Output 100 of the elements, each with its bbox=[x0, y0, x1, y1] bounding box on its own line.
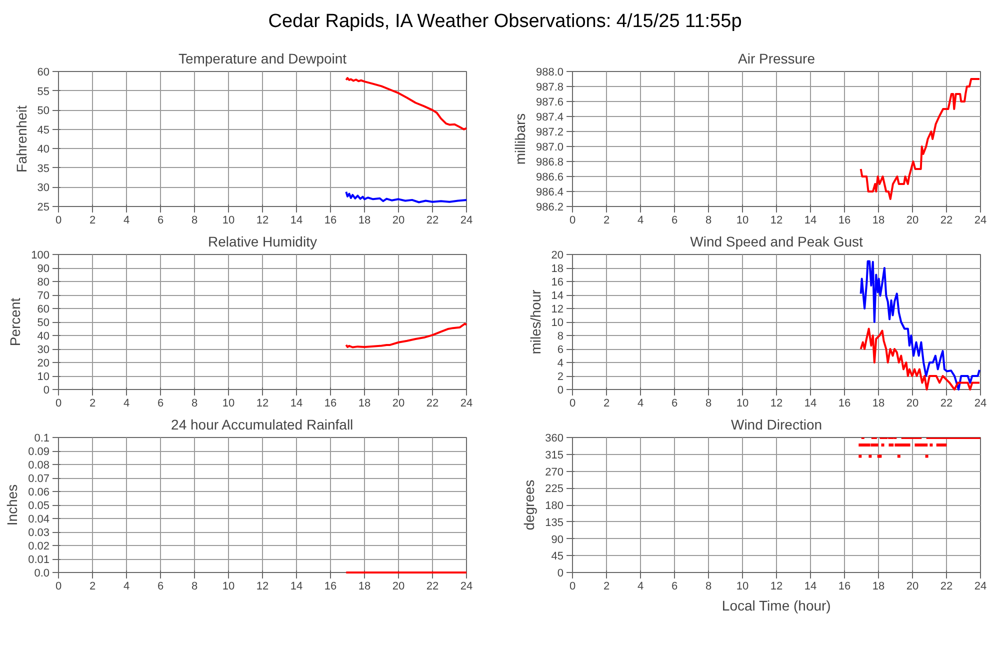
y-tick-label: 0.02 bbox=[28, 540, 50, 552]
x-tick-label: 10 bbox=[736, 398, 749, 410]
x-tick-label: 22 bbox=[426, 398, 439, 410]
x-tick-label: 8 bbox=[705, 398, 712, 410]
x-tick-label: 0 bbox=[569, 580, 576, 592]
y-tick-label: 987.0 bbox=[536, 142, 564, 154]
y-tick-label: 988.0 bbox=[536, 66, 564, 78]
x-tick-label: 16 bbox=[324, 214, 337, 226]
y-tick-label: 0.1 bbox=[34, 432, 50, 444]
x-tick-label: 6 bbox=[671, 580, 678, 592]
x-tick-label: 12 bbox=[256, 398, 269, 410]
y-tick-label: 4 bbox=[557, 358, 564, 370]
y-tick-label: 135 bbox=[545, 516, 564, 529]
y-tick-label: 60 bbox=[37, 66, 50, 78]
y-tick-label: 20 bbox=[37, 358, 50, 370]
chart-title: Relative Humidity bbox=[208, 234, 317, 250]
chart-title: Air Pressure bbox=[738, 50, 816, 66]
y-tick-label: 0 bbox=[43, 384, 50, 396]
x-tick-label: 12 bbox=[770, 214, 783, 226]
x-tick-label: 16 bbox=[838, 398, 851, 410]
y-tick-label: 10 bbox=[37, 371, 50, 383]
x-tick-label: 20 bbox=[906, 214, 919, 226]
x-tick-label: 4 bbox=[123, 398, 130, 410]
x-tick-label: 22 bbox=[940, 580, 953, 592]
x-tick-label: 16 bbox=[838, 580, 851, 592]
y-axis-title: millibars bbox=[512, 113, 528, 165]
y-tick-label: 6 bbox=[557, 344, 564, 356]
y-tick-label: 45 bbox=[551, 550, 564, 563]
x-tick-label: 22 bbox=[940, 398, 953, 410]
y-tick-label: 35 bbox=[37, 162, 50, 175]
x-tick-label: 6 bbox=[157, 580, 164, 592]
x-tick-label: 10 bbox=[222, 214, 235, 226]
x-tick-label: 24 bbox=[460, 398, 473, 410]
x-tick-label: 14 bbox=[804, 580, 817, 592]
chart-title: 24 hour Accumulated Rainfall bbox=[171, 416, 354, 432]
x-tick-label: 10 bbox=[736, 214, 749, 226]
y-tick-label: 55 bbox=[37, 86, 50, 98]
x-tick-label: 24 bbox=[974, 398, 987, 410]
x-tick-label: 14 bbox=[290, 398, 303, 410]
x-tick-label: 14 bbox=[290, 580, 303, 592]
x-tick-label: 12 bbox=[770, 398, 783, 410]
y-tick-label: 0.08 bbox=[28, 460, 50, 472]
x-tick-label: 18 bbox=[872, 398, 885, 410]
y-tick-label: 50 bbox=[37, 317, 50, 329]
x-tick-label: 8 bbox=[705, 214, 712, 226]
x-tick-label: 22 bbox=[426, 580, 439, 592]
chart-title: Wind Direction bbox=[730, 416, 822, 432]
y-tick-label: 25 bbox=[37, 202, 50, 214]
y-tick-label: 986.2 bbox=[536, 202, 564, 214]
x-tick-label: 8 bbox=[191, 398, 198, 410]
y-tick-label: 30 bbox=[37, 344, 50, 356]
x-tick-label: 0 bbox=[55, 580, 62, 592]
y-axis-title: Fahrenheit bbox=[13, 105, 30, 172]
x-tick-label: 18 bbox=[358, 398, 371, 410]
x-tick-label: 10 bbox=[222, 398, 235, 410]
x-tick-label: 4 bbox=[637, 398, 644, 410]
x-tick-label: 14 bbox=[804, 214, 817, 226]
y-axis-title: Inches bbox=[4, 484, 20, 526]
y-tick-label: 987.6 bbox=[536, 96, 564, 108]
y-tick-label: 2 bbox=[557, 371, 564, 383]
x-tick-label: 12 bbox=[256, 214, 269, 226]
y-tick-label: 270 bbox=[545, 466, 564, 478]
x-tick-label: 0 bbox=[55, 398, 62, 410]
x-tick-label: 16 bbox=[838, 214, 851, 226]
y-tick-label: 315 bbox=[545, 449, 564, 462]
x-tick-label: 20 bbox=[906, 398, 919, 410]
x-tick-label: 2 bbox=[89, 580, 96, 592]
y-tick-label: 20 bbox=[551, 250, 564, 262]
x-tick-label: 18 bbox=[358, 214, 371, 226]
y-tick-label: 60 bbox=[37, 304, 50, 316]
y-tick-label: 0.01 bbox=[28, 554, 50, 566]
y-tick-label: 8 bbox=[557, 330, 564, 342]
x-tick-label: 4 bbox=[123, 580, 130, 592]
y-tick-label: 90 bbox=[551, 534, 564, 546]
x-tick-label: 2 bbox=[603, 580, 610, 592]
x-tick-label: 24 bbox=[974, 214, 987, 226]
y-tick-label: 0.0 bbox=[34, 568, 50, 580]
y-tick-label: 12 bbox=[551, 304, 564, 316]
y-tick-label: 45 bbox=[37, 124, 50, 136]
y-tick-label: 180 bbox=[545, 500, 564, 512]
y-tick-label: 986.8 bbox=[536, 156, 564, 168]
x-tick-label: 20 bbox=[392, 580, 405, 592]
x-tick-label: 4 bbox=[637, 214, 644, 226]
x-tick-label: 0 bbox=[569, 398, 576, 410]
y-tick-label: 986.4 bbox=[536, 186, 564, 198]
x-tick-label: 8 bbox=[191, 580, 198, 592]
y-axis-title: miles/hour bbox=[527, 289, 544, 354]
x-tick-label: 22 bbox=[940, 214, 953, 226]
y-tick-label: 40 bbox=[37, 144, 50, 156]
x-tick-label: 8 bbox=[191, 214, 198, 226]
y-tick-label: 360 bbox=[545, 432, 564, 444]
x-tick-label: 18 bbox=[358, 580, 371, 592]
y-tick-label: 987.8 bbox=[536, 82, 564, 94]
x-tick-label: 18 bbox=[872, 214, 885, 226]
x-tick-label: 2 bbox=[89, 398, 96, 410]
y-tick-label: 0.05 bbox=[28, 500, 50, 512]
x-tick-label: 12 bbox=[256, 580, 269, 592]
x-tick-label: 6 bbox=[671, 214, 678, 226]
x-tick-label: 0 bbox=[569, 214, 576, 226]
x-tick-label: 12 bbox=[770, 580, 783, 592]
